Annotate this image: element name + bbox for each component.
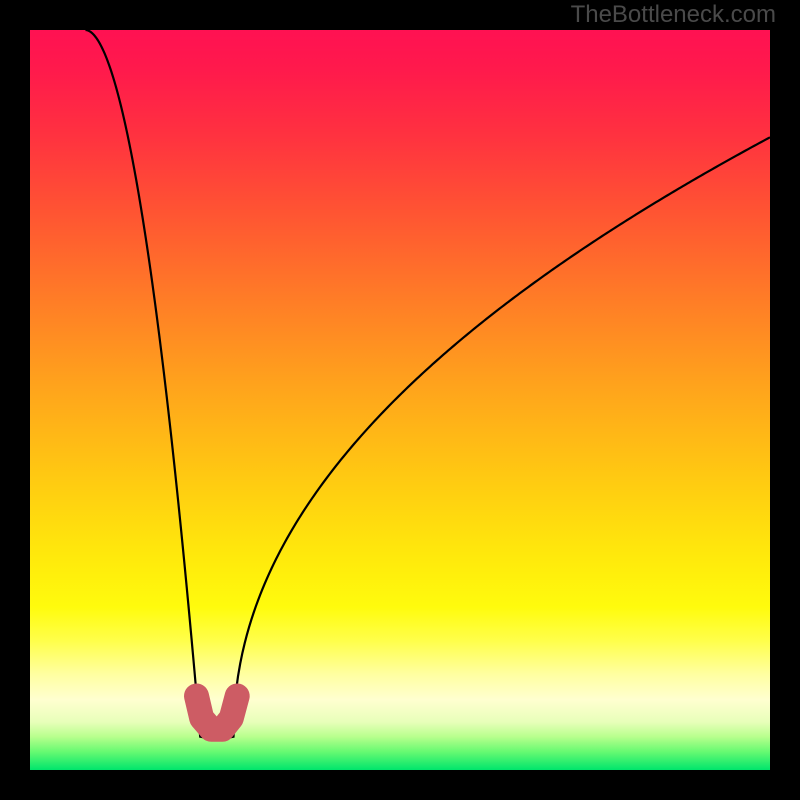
chart-root: TheBottleneck.com: [0, 0, 800, 800]
watermark-text: TheBottleneck.com: [571, 1, 776, 28]
chart-svg: TheBottleneck.com: [0, 0, 800, 800]
plot-background: [30, 30, 770, 770]
